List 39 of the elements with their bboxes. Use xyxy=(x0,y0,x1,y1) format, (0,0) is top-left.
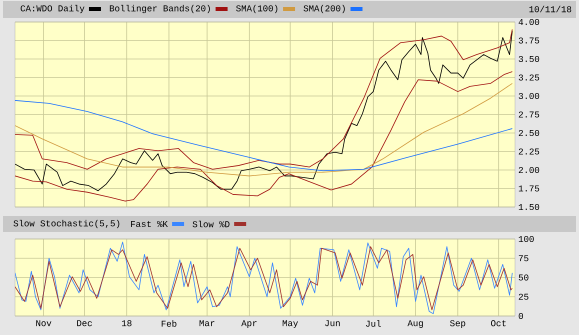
y-tick-label: 1.75 xyxy=(518,186,540,192)
y-tick-label: 1.50 xyxy=(518,204,540,210)
x-tick-label: Aug xyxy=(407,320,423,328)
line-series xyxy=(15,83,513,176)
x-tick-label: Dec xyxy=(77,320,92,326)
x-tick-label: Feb xyxy=(162,320,176,327)
legend-label: SMA(100) xyxy=(236,4,278,14)
y-tick-label: 2.00 xyxy=(518,166,540,174)
y-tick-label: 50 xyxy=(518,274,528,281)
y-tick-label: 2.25 xyxy=(518,148,540,155)
x-tick-label: Apr xyxy=(241,320,257,328)
x-tick-label: 18 xyxy=(122,320,132,326)
legend-label: CA:WDO Daily xyxy=(20,4,84,14)
legend-label: SMA(200) xyxy=(304,4,345,14)
y-tick-label: 4.00 xyxy=(518,18,540,26)
line-series xyxy=(15,71,513,202)
y-tick-label: 2.75 xyxy=(518,111,540,118)
x-tick-label: May xyxy=(282,320,298,328)
x-tick-label: Sep xyxy=(450,320,466,328)
y-tick-label: 3.00 xyxy=(518,92,540,100)
legend-label: Slow %D xyxy=(192,220,230,228)
x-tick-label: Nov xyxy=(36,320,52,326)
x-tick-label: Mar xyxy=(200,320,214,326)
line-series xyxy=(15,100,513,172)
y-tick-label: 2.50 xyxy=(518,130,540,136)
y-tick-label: 3.50 xyxy=(518,56,540,62)
y-tick-label: 100 xyxy=(518,236,534,242)
x-tick-label: Jun xyxy=(325,320,340,326)
y-tick-label: 3.25 xyxy=(518,74,540,81)
legend-label: Fast %K xyxy=(131,220,168,228)
y-tick-label: 75 xyxy=(518,255,528,262)
y-tick-label: 25 xyxy=(518,294,528,300)
y-tick-label: 3.75 xyxy=(518,37,540,44)
legend-label: Bollinger Bands(20) xyxy=(110,4,210,14)
chart-title: Slow Stochastic(5,5) xyxy=(14,220,120,228)
x-tick-label: Oct xyxy=(491,320,506,326)
y-tick-label: 0 xyxy=(518,312,524,320)
x-tick-label: Jul xyxy=(366,320,381,327)
text: 10/11/18 xyxy=(529,6,572,12)
